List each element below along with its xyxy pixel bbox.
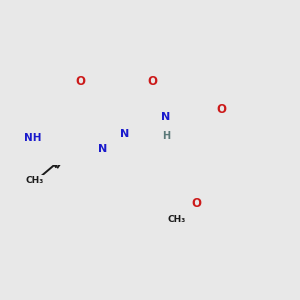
- Text: CH₃: CH₃: [25, 176, 44, 184]
- Text: N: N: [120, 130, 129, 140]
- Text: H: H: [162, 130, 170, 140]
- Text: O: O: [75, 75, 85, 88]
- Text: O: O: [191, 197, 201, 210]
- Text: NH: NH: [24, 133, 42, 142]
- Text: CH₃: CH₃: [168, 215, 186, 224]
- Text: N: N: [161, 112, 171, 122]
- Text: O: O: [148, 75, 158, 88]
- Text: N: N: [98, 144, 107, 154]
- Text: O: O: [217, 103, 227, 116]
